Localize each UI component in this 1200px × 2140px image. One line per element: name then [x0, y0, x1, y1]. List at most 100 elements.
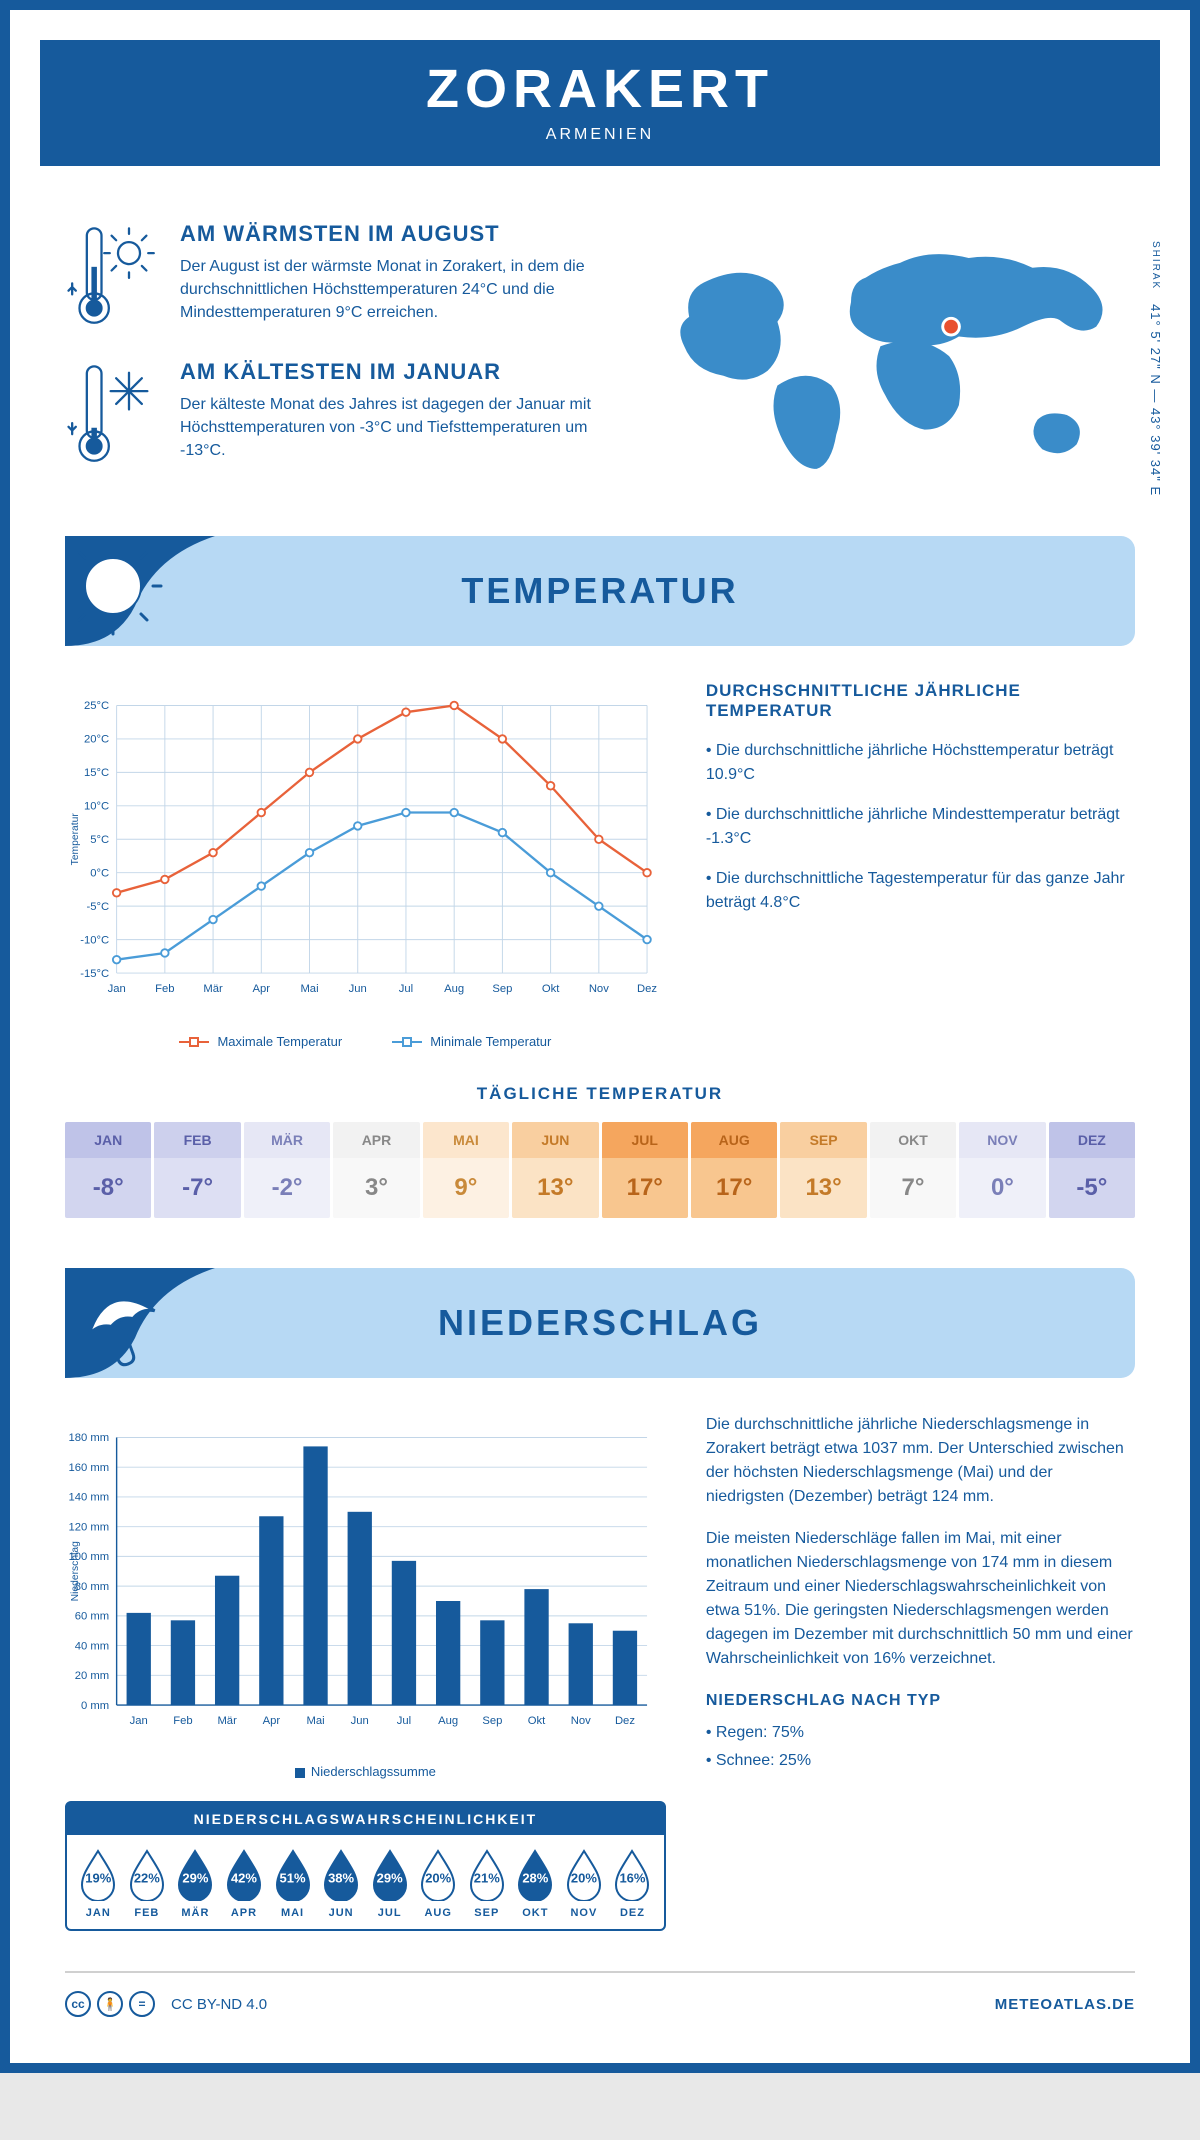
- svg-text:Dez: Dez: [637, 983, 657, 995]
- svg-text:Feb: Feb: [173, 1715, 192, 1727]
- prob-cell: 21%SEP: [464, 1849, 511, 1919]
- temperature-heading: TEMPERATUR: [461, 570, 738, 612]
- svg-text:Jun: Jun: [351, 1715, 369, 1727]
- license-badge: cc 🧍 = CC BY-ND 4.0: [65, 1991, 267, 2017]
- precip-heading: NIEDERSCHLAG: [438, 1302, 762, 1344]
- svg-text:Dez: Dez: [615, 1715, 635, 1727]
- thermometer-cold-icon: [65, 359, 160, 469]
- svg-text:Okt: Okt: [528, 1715, 546, 1727]
- svg-text:Jan: Jan: [130, 1715, 148, 1727]
- thermometer-hot-icon: [65, 221, 160, 331]
- prob-cell: 42%APR: [221, 1849, 268, 1919]
- prob-cell: 29%JUL: [366, 1849, 413, 1919]
- precip-info: Die durchschnittliche jährliche Niedersc…: [706, 1413, 1135, 1931]
- svg-text:-5°C: -5°C: [86, 901, 109, 913]
- svg-text:Apr: Apr: [253, 983, 271, 995]
- svg-text:160 mm: 160 mm: [68, 1462, 109, 1474]
- prob-cell: 19%JAN: [75, 1849, 122, 1919]
- page-subtitle: ARMENIEN: [40, 126, 1160, 144]
- nd-icon: =: [129, 1991, 155, 2017]
- fact-warm: AM WÄRMSTEN IM AUGUST Der August ist der…: [65, 221, 605, 331]
- temp-cell: APR3°: [333, 1122, 419, 1218]
- svg-text:Feb: Feb: [155, 983, 174, 995]
- svg-text:10°C: 10°C: [84, 801, 109, 813]
- temp-cell: NOV0°: [959, 1122, 1045, 1218]
- svg-text:Aug: Aug: [438, 1715, 458, 1727]
- fact-cold-title: AM KÄLTESTEN IM JANUAR: [180, 359, 605, 385]
- svg-text:0°C: 0°C: [90, 867, 109, 879]
- temp-cell: AUG17°: [691, 1122, 777, 1218]
- temp-cell: MAI9°: [423, 1122, 509, 1218]
- prob-cell: 28%OKT: [512, 1849, 559, 1919]
- svg-text:Mai: Mai: [300, 983, 318, 995]
- svg-text:Jun: Jun: [349, 983, 367, 995]
- svg-text:5°C: 5°C: [90, 834, 109, 846]
- svg-text:Temperatur: Temperatur: [70, 813, 81, 866]
- svg-text:Apr: Apr: [263, 1715, 281, 1727]
- coordinates: SHIRAK 41° 5' 27" N — 43° 39' 34" E: [1148, 241, 1163, 496]
- prob-cell: 20%NOV: [561, 1849, 608, 1919]
- temperature-banner: TEMPERATUR: [65, 536, 1135, 646]
- svg-text:Sep: Sep: [482, 1715, 502, 1727]
- site-credit: METEOATLAS.DE: [995, 1996, 1135, 2013]
- svg-text:Niederschlag: Niederschlag: [70, 1541, 81, 1601]
- svg-text:-10°C: -10°C: [80, 934, 109, 946]
- svg-text:Mär: Mär: [217, 1715, 237, 1727]
- svg-text:25°C: 25°C: [84, 700, 109, 712]
- svg-text:60 mm: 60 mm: [75, 1611, 109, 1623]
- prob-cell: 16%DEZ: [609, 1849, 656, 1919]
- svg-text:20°C: 20°C: [84, 734, 109, 746]
- prob-cell: 20%AUG: [415, 1849, 462, 1919]
- svg-text:Nov: Nov: [589, 983, 609, 995]
- svg-text:40 mm: 40 mm: [75, 1640, 109, 1652]
- temp-cell: JUN13°: [512, 1122, 598, 1218]
- temperature-chart: -15°C -10°C -5°C 0°C 5°C 10°C 15°C 20°C 25°C Jan F…: [65, 681, 666, 1049]
- svg-text:15°C: 15°C: [84, 767, 109, 779]
- precip-probability-box: NIEDERSCHLAGSWAHRSCHEINLICHKEIT 19%JAN22…: [65, 1801, 666, 1931]
- precip-banner: NIEDERSCHLAG: [65, 1268, 1135, 1378]
- temp-cell: DEZ-5°: [1049, 1122, 1135, 1218]
- by-icon: 🧍: [97, 1991, 123, 2017]
- svg-text:140 mm: 140 mm: [68, 1492, 109, 1504]
- svg-text:Nov: Nov: [571, 1715, 591, 1727]
- temp-cell: SEP13°: [780, 1122, 866, 1218]
- header: ZORAKERT ARMENIEN: [40, 40, 1160, 166]
- svg-text:20 mm: 20 mm: [75, 1670, 109, 1682]
- svg-text:Mär: Mär: [203, 983, 223, 995]
- fact-warm-title: AM WÄRMSTEN IM AUGUST: [180, 221, 605, 247]
- temp-cell: MÄR-2°: [244, 1122, 330, 1218]
- temp-cell: OKT7°: [870, 1122, 956, 1218]
- daily-temp-table: JAN-8°FEB-7°MÄR-2°APR3°MAI9°JUN13°JUL17°…: [65, 1122, 1135, 1218]
- precip-chart: 0 mm20 mm40 mm60 mm80 mm100 mm120 mm140 …: [65, 1413, 666, 1779]
- page-title: ZORAKERT: [40, 58, 1160, 120]
- svg-text:Aug: Aug: [444, 983, 464, 995]
- temp-cell: JAN-8°: [65, 1122, 151, 1218]
- daily-temp-heading: TÄGLICHE TEMPERATUR: [65, 1084, 1135, 1104]
- fact-cold-text: Der kälteste Monat des Jahres ist dagege…: [180, 393, 605, 463]
- svg-text:0 mm: 0 mm: [81, 1700, 109, 1712]
- temperature-info: DURCHSCHNITTLICHE JÄHRLICHE TEMPERATUR •…: [706, 681, 1135, 1049]
- svg-text:Jan: Jan: [108, 983, 126, 995]
- temperature-legend: Maximale Temperatur Minimale Temperatur: [65, 1034, 666, 1049]
- infographic-page: ZORAKERT ARMENIEN: [0, 0, 1200, 2073]
- umbrella-icon: [65, 1268, 215, 1378]
- svg-text:Sep: Sep: [492, 983, 512, 995]
- prob-cell: 29%MÄR: [172, 1849, 219, 1919]
- prob-cell: 51%MAI: [269, 1849, 316, 1919]
- svg-text:Okt: Okt: [542, 983, 560, 995]
- cc-icon: cc: [65, 1991, 91, 2017]
- fact-cold: AM KÄLTESTEN IM JANUAR Der kälteste Mona…: [65, 359, 605, 469]
- sun-icon: [65, 536, 215, 646]
- fact-warm-text: Der August ist der wärmste Monat in Zora…: [180, 255, 605, 325]
- prob-cell: 22%FEB: [124, 1849, 171, 1919]
- temp-cell: JUL17°: [602, 1122, 688, 1218]
- prob-cell: 38%JUN: [318, 1849, 365, 1919]
- svg-text:-15°C: -15°C: [80, 968, 109, 980]
- svg-text:180 mm: 180 mm: [68, 1432, 109, 1444]
- svg-text:Jul: Jul: [397, 1715, 411, 1727]
- temp-cell: FEB-7°: [154, 1122, 240, 1218]
- footer: cc 🧍 = CC BY-ND 4.0 METEOATLAS.DE: [65, 1971, 1135, 2023]
- svg-text:120 mm: 120 mm: [68, 1521, 109, 1533]
- svg-text:Jul: Jul: [399, 983, 413, 995]
- world-map: [645, 221, 1135, 501]
